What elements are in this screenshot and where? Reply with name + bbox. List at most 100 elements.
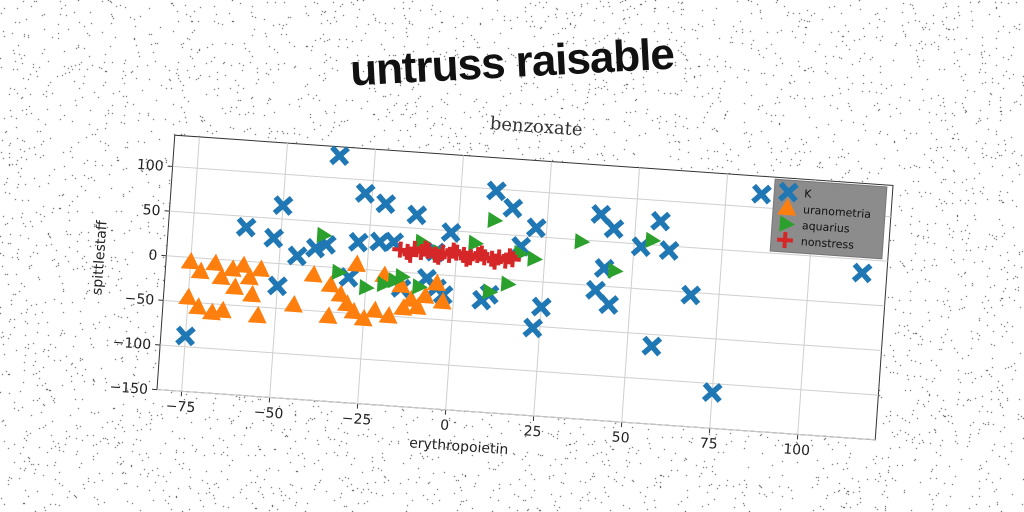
data-point-uranometria	[353, 308, 373, 327]
data-point-aquarius	[527, 250, 544, 267]
x-tick-label: 100	[783, 441, 811, 459]
data-point-K	[406, 205, 428, 225]
data-point-uranometria	[211, 267, 231, 286]
data-point-uranometria	[233, 255, 253, 274]
data-point-aquarius	[500, 275, 517, 292]
data-point-nonstress	[478, 245, 484, 262]
data-point-uranometria	[346, 254, 366, 273]
data-point-K	[354, 183, 376, 203]
data-point-K	[851, 263, 873, 283]
data-point-uranometria	[364, 300, 384, 319]
data-point-uranometria	[407, 297, 427, 315]
data-point-aquarius	[376, 275, 393, 292]
data-point-K	[502, 198, 524, 218]
data-point-K	[680, 285, 702, 305]
data-point-K	[658, 240, 680, 260]
data-point-uranometria	[343, 301, 363, 320]
legend-label: aquarius	[802, 219, 851, 235]
data-point-K	[329, 146, 350, 166]
data-point-aquarius	[468, 234, 485, 251]
y-axis-label: spittlestaff	[89, 220, 110, 296]
y-gridline	[172, 165, 891, 218]
data-point-aquarius	[415, 233, 432, 250]
data-point-aquarius	[412, 278, 428, 295]
data-point-uranometria	[239, 267, 259, 286]
x-tick-label: 0	[440, 417, 450, 434]
data-point-aquarius	[482, 283, 499, 300]
y-gridline	[156, 389, 876, 441]
data-point-K	[603, 219, 625, 239]
chart-title: benzoxate	[489, 113, 583, 140]
y-tick-label: −50	[124, 291, 155, 309]
data-point-K	[267, 276, 288, 296]
x-gridline	[445, 155, 464, 410]
data-point-K	[315, 234, 337, 254]
x-gridline	[269, 143, 288, 398]
data-point-uranometria	[393, 298, 413, 316]
data-point-K	[701, 383, 723, 403]
data-point-K	[598, 295, 620, 315]
data-point-uranometria	[190, 261, 210, 280]
data-point-nonstress	[464, 250, 470, 267]
data-point-K	[751, 184, 772, 204]
data-point-K	[486, 181, 507, 201]
data-point-K	[383, 232, 405, 252]
data-point-uranometria	[432, 291, 452, 310]
data-point-uranometria	[224, 277, 244, 296]
data-point-uranometria	[250, 259, 270, 278]
y-tick-label: −100	[112, 335, 151, 354]
data-point-uranometria	[426, 273, 446, 292]
y-tick-label: 0	[148, 247, 158, 264]
legend-marker-nonstress	[782, 231, 788, 249]
data-point-aquarius	[574, 233, 591, 250]
data-point-nonstress	[422, 240, 428, 257]
data-point-K	[440, 223, 462, 243]
data-point-K	[338, 267, 360, 287]
legend-label: uranometria	[803, 203, 872, 221]
x-gridline	[621, 167, 641, 423]
y-gridline	[169, 210, 888, 262]
data-point-nonstress	[510, 251, 516, 268]
x-tick-label: −25	[341, 411, 372, 429]
x-tick-label: −50	[253, 404, 284, 422]
data-point-K	[650, 211, 671, 231]
y-gridline	[163, 299, 882, 352]
data-point-nonstress	[436, 248, 442, 265]
x-gridline	[709, 173, 729, 429]
data-point-uranometria	[242, 284, 262, 303]
series-aquarius	[316, 211, 662, 300]
data-point-uranometria	[303, 264, 323, 283]
y-tick-label: −150	[109, 379, 148, 398]
data-point-aquarius	[607, 262, 624, 279]
data-point-aquarius	[358, 279, 375, 296]
data-point-uranometria	[205, 253, 225, 272]
data-point-aquarius	[387, 272, 404, 289]
data-point-nonstress	[506, 248, 513, 265]
data-point-K	[525, 218, 547, 238]
legend-box	[769, 178, 888, 260]
data-point-nonstress	[450, 242, 456, 259]
data-point-uranometria	[330, 284, 350, 303]
legend-label: K	[804, 187, 813, 201]
y-tick-label: 50	[142, 202, 161, 219]
data-point-aquarius	[316, 226, 333, 243]
data-point-uranometria	[283, 294, 303, 313]
data-point-K	[272, 196, 294, 216]
data-point-aquarius	[331, 263, 348, 280]
legend-marker-aquarius	[779, 215, 796, 232]
data-point-K	[263, 228, 285, 248]
data-point-uranometria	[415, 286, 435, 304]
y-tick-label: 100	[136, 157, 164, 175]
x-gridline	[357, 149, 376, 404]
data-point-K	[530, 297, 552, 317]
data-point-aquarius	[645, 231, 662, 248]
y-gridline	[166, 255, 885, 307]
data-point-K	[305, 238, 326, 258]
data-point-nonstress	[492, 253, 498, 270]
data-point-K	[347, 232, 369, 252]
data-point-K	[369, 232, 390, 252]
data-point-K	[585, 280, 606, 300]
data-point-uranometria	[318, 306, 338, 325]
